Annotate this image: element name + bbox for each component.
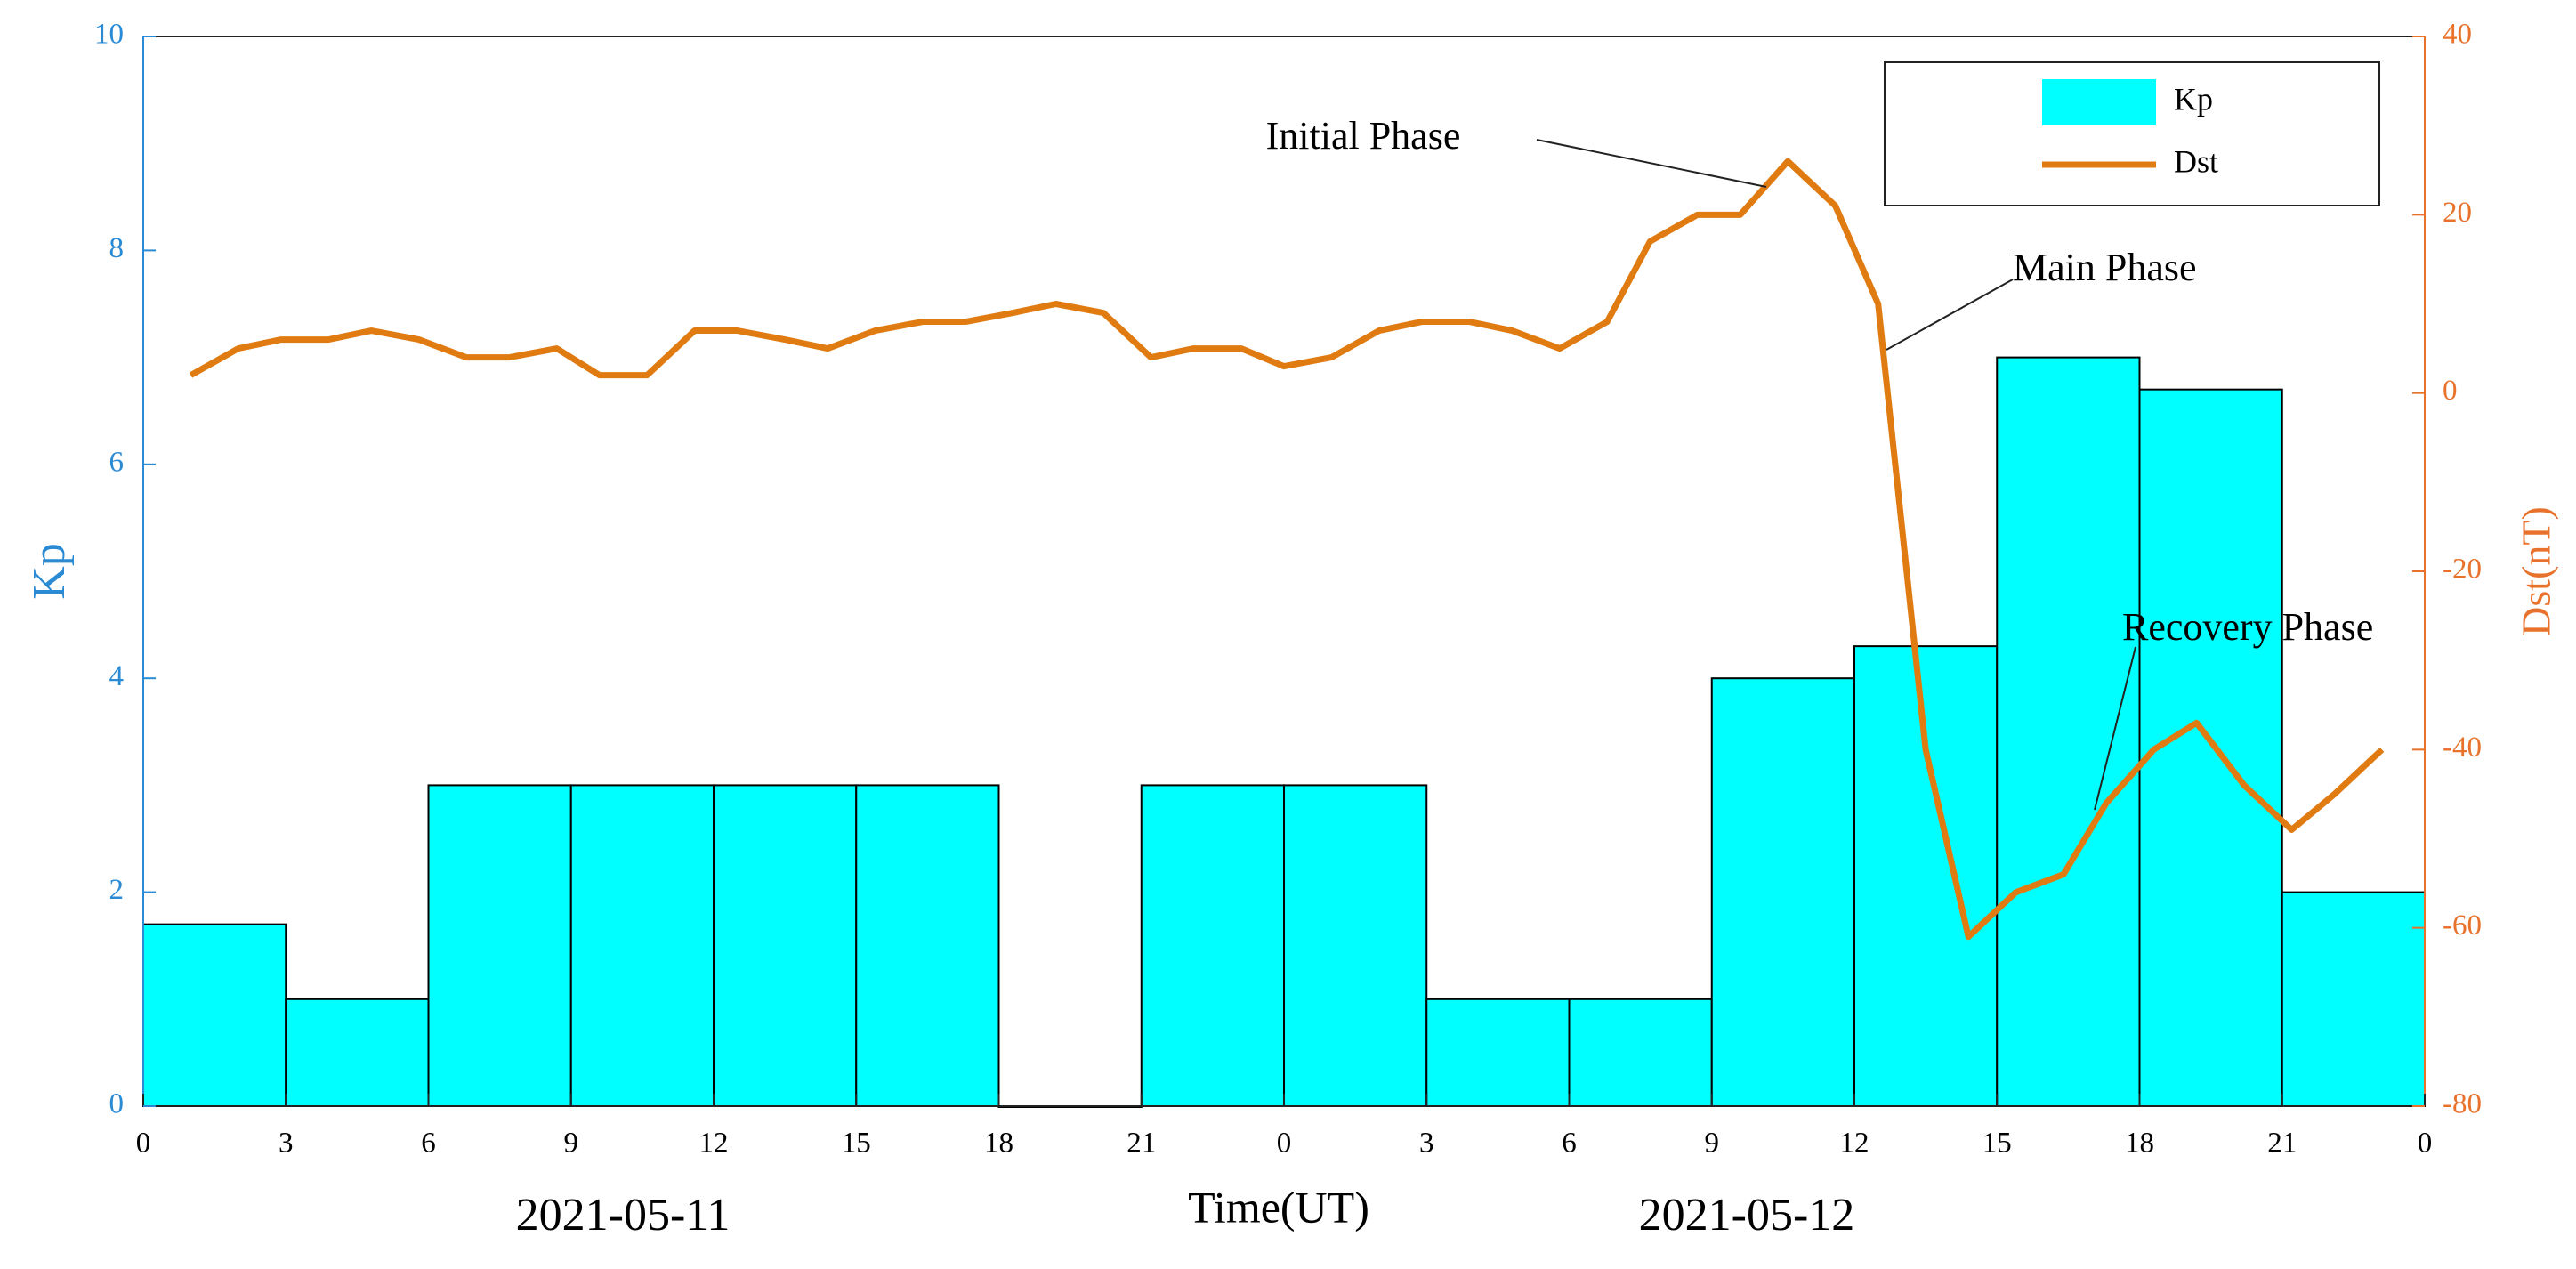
- bar: [1710, 677, 1855, 1107]
- annotation-arrow: [2094, 646, 2136, 811]
- y-tick-label: 10: [94, 19, 124, 51]
- bar: [2281, 891, 2426, 1107]
- x-tick-label: 18: [984, 1128, 1013, 1160]
- bar: [1568, 998, 1713, 1108]
- x-tick-label: 18: [2125, 1128, 2154, 1160]
- x-tick-label: 15: [842, 1128, 871, 1160]
- annotation: Main Phase: [2013, 246, 2197, 289]
- bar: [142, 923, 287, 1108]
- bar: [427, 784, 572, 1108]
- x-tick-label: 3: [279, 1128, 294, 1160]
- bar: [569, 784, 715, 1108]
- bar: [1996, 356, 2141, 1108]
- legend-label: Kp: [2174, 81, 2213, 117]
- bar: [2138, 388, 2283, 1108]
- bar: [1140, 784, 1285, 1108]
- annotation-arrow: [1886, 279, 2014, 351]
- bar: [1425, 998, 1571, 1108]
- x-tick-label: 0: [1277, 1128, 1292, 1160]
- annotation: Recovery Phase: [2122, 605, 2373, 649]
- y-tick-label: 8: [109, 232, 125, 264]
- y2-tick-label: -40: [2443, 731, 2482, 764]
- y2-tick-label: -80: [2443, 1088, 2482, 1120]
- x-tick-label: 6: [421, 1128, 436, 1160]
- y2-tick-label: 20: [2443, 197, 2472, 229]
- y2-tick-label: 0: [2443, 375, 2458, 407]
- y2-tick-label: 40: [2443, 19, 2472, 51]
- y2-axis-label: Dst(nT): [2514, 506, 2559, 636]
- x-tick-label: 3: [1419, 1128, 1434, 1160]
- y-tick-label: 0: [109, 1088, 125, 1120]
- x-tick-label: 21: [1126, 1128, 1156, 1160]
- bar: [1283, 784, 1428, 1108]
- x-tick-label: 9: [564, 1128, 579, 1160]
- y-tick-label: 6: [109, 446, 125, 478]
- x-tick-label: 6: [1562, 1128, 1577, 1160]
- y2-tick-label: -20: [2443, 554, 2482, 586]
- annotation: Initial Phase: [1266, 114, 1461, 158]
- y2-tick-label: -60: [2443, 909, 2482, 942]
- y-tick-label: 2: [109, 874, 125, 906]
- x-tick-label: 15: [1982, 1128, 2012, 1160]
- x-tick-label: 0: [2418, 1128, 2433, 1160]
- bar: [285, 998, 430, 1108]
- x-axis-label: Time(UT): [1188, 1182, 1369, 1232]
- y-axis-label: Kp: [24, 543, 75, 600]
- date-label: 2021-05-11: [516, 1190, 731, 1241]
- legend-swatch: [2042, 79, 2156, 125]
- x-tick-label: 12: [1840, 1128, 1869, 1160]
- annotation-arrow: [1536, 139, 1767, 188]
- dst-line: [189, 158, 2385, 941]
- bar: [713, 784, 858, 1108]
- legend-label: Dst: [2174, 143, 2218, 179]
- y-tick-label: 4: [109, 660, 125, 692]
- x-tick-label: 21: [2267, 1128, 2297, 1160]
- x-tick-label: 0: [136, 1128, 151, 1160]
- bar: [855, 784, 1000, 1108]
- date-label: 2021-05-12: [1639, 1190, 1855, 1241]
- bar: [1853, 645, 1999, 1107]
- x-tick-label: 9: [1705, 1128, 1720, 1160]
- x-tick-label: 12: [699, 1128, 729, 1160]
